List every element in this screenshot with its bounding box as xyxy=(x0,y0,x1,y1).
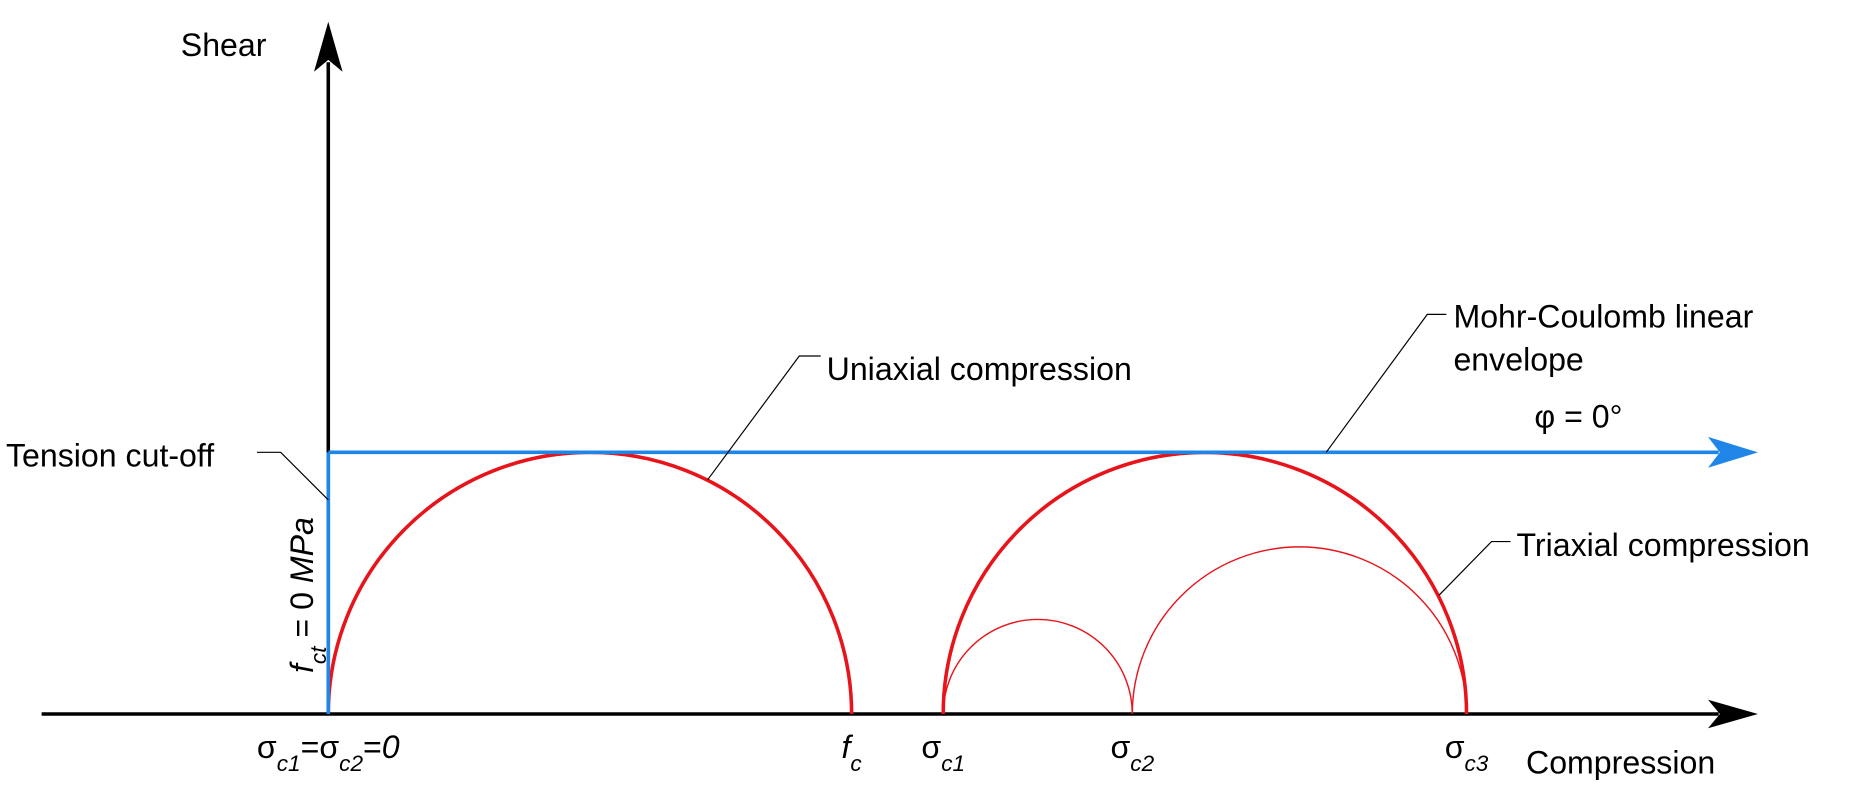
triaxial-circle xyxy=(941,450,1469,715)
label-part: 0 xyxy=(382,729,400,765)
x-axis-arrow xyxy=(1707,699,1758,729)
tick-label: σc3 xyxy=(1445,729,1489,775)
small-circle xyxy=(942,618,1134,715)
label-part: =σ xyxy=(301,729,340,765)
label-part: f xyxy=(842,729,854,765)
y-axis-arrow xyxy=(314,21,343,72)
tick-label: σc1 xyxy=(921,729,965,775)
annotation: envelope xyxy=(1453,341,1583,377)
label-part: c3 xyxy=(1465,751,1489,776)
leader-line xyxy=(1438,540,1511,596)
annotation: Uniaxial compression xyxy=(827,351,1132,387)
leader-line xyxy=(1325,313,1447,453)
label-part: = 0 xyxy=(284,583,320,646)
label-part: c1 xyxy=(941,751,965,776)
tick-label: fc xyxy=(842,729,863,775)
label-part: f xyxy=(284,661,320,673)
label-part: σ xyxy=(1110,729,1130,765)
label-part: c xyxy=(850,751,862,776)
leader-line xyxy=(256,451,329,501)
uniaxial-circle xyxy=(326,450,854,715)
label-part: σ xyxy=(921,729,941,765)
annotation: Mohr-Coulomb linear xyxy=(1453,298,1753,334)
label-part: c2 xyxy=(1130,751,1154,776)
x-axis-label: Compression xyxy=(1526,744,1715,780)
annotation: φ = 0° xyxy=(1534,398,1622,434)
label-part: σ xyxy=(1445,729,1465,765)
y-axis-label: Shear xyxy=(181,27,267,63)
envelope-arrow xyxy=(1707,436,1758,468)
medium-circle xyxy=(1131,546,1468,715)
annotation: Triaxial compression xyxy=(1517,527,1810,563)
label-part: ct xyxy=(305,645,330,664)
annotation: Tension cut-off xyxy=(6,438,214,474)
label-part: σ xyxy=(257,729,277,765)
tick-label: σc1=σc2=0 xyxy=(257,729,400,775)
label-part: MPa xyxy=(284,517,320,583)
label-part: c1 xyxy=(277,751,301,776)
leader-line xyxy=(707,355,821,481)
label-part: c2 xyxy=(339,751,363,776)
tick-label: σc2 xyxy=(1110,729,1154,775)
label-part: = xyxy=(363,729,382,765)
tensile-strength-label: fct = 0 MPa xyxy=(284,517,331,673)
